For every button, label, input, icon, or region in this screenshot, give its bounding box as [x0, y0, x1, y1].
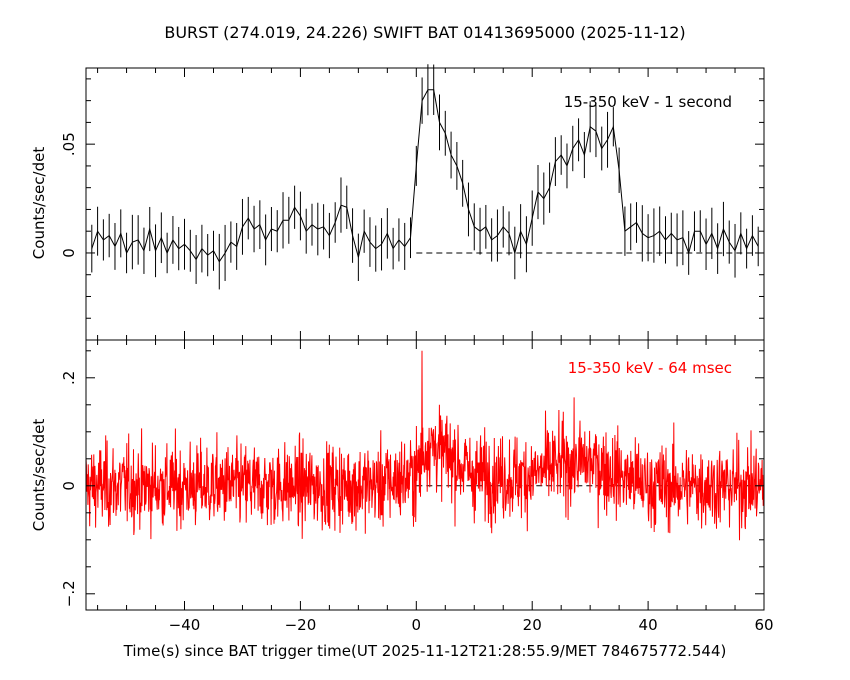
top-y-tick-label: .05: [60, 132, 78, 156]
bottom-lightcurve-line: [85, 350, 765, 541]
bottom-y-tick-label: −.2: [60, 580, 78, 607]
bottom-y-tick-label: 0: [60, 481, 78, 491]
bottom-lightcurve-layer: [85, 350, 765, 541]
top-panel-annotation: 15-350 keV - 1 second: [564, 93, 732, 111]
bottom-panel-annotation: 15-350 keV - 64 msec: [568, 359, 732, 377]
top-y-tick-label: 0: [60, 248, 78, 258]
x-tick-label: 60: [754, 616, 773, 634]
x-tick-label: −40: [169, 616, 201, 634]
bottom-y-tick-label: .2: [60, 371, 78, 385]
bottom-axes: −40 −20 0 20 40 60 −.2 0 .2: [60, 339, 774, 634]
bottom-plot-frame: [85, 339, 765, 611]
bottom-y-axis-label: Counts/sec/det: [30, 419, 48, 532]
x-axis-label: Time(s) since BAT trigger time(UT 2025-1…: [123, 642, 727, 660]
bottom-panel: −40 −20 0 20 40 60 −.2 0 .2 15-350 keV - 64 msec…: [30, 339, 774, 660]
chart-title: BURST (274.019, 24.226) SWIFT BAT 014136…: [164, 23, 685, 42]
x-tick-label: 20: [523, 616, 542, 634]
top-panel: 0 .05 15-350 keV - 1 second Counts/sec/de…: [30, 64, 765, 341]
x-tick-label: 0: [412, 616, 422, 634]
top-lightcurve-line: [91, 89, 759, 263]
x-tick-label: 40: [639, 616, 658, 634]
top-lightcurve-layer: [91, 64, 764, 290]
x-tick-label: −20: [285, 616, 317, 634]
top-y-axis-label: Counts/sec/det: [30, 147, 48, 260]
